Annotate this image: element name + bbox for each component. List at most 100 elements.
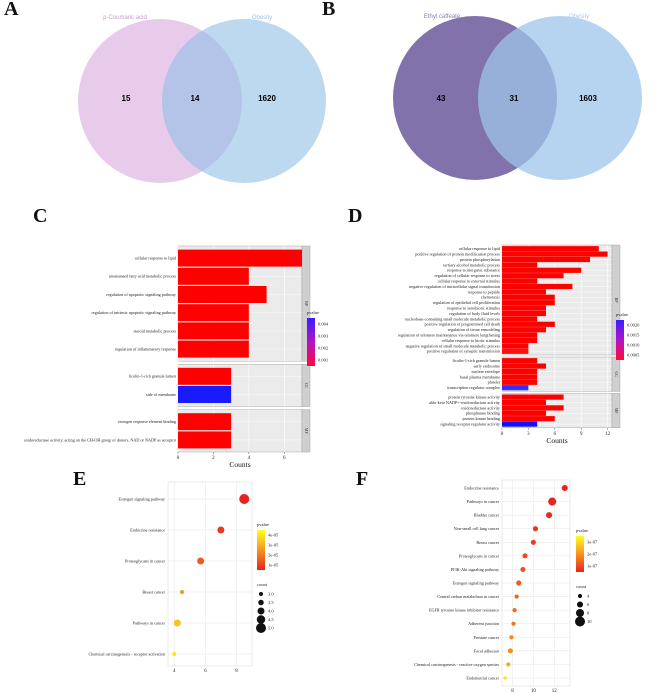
legend-tick-label: 4e-05 — [268, 533, 279, 538]
x-axis-title: Counts — [229, 460, 250, 469]
venn-right-label: Obesity — [252, 15, 272, 21]
bar — [502, 410, 546, 416]
size-legend-dot — [259, 592, 263, 596]
bar — [502, 251, 608, 257]
term-label: response to inorganic substance — [447, 268, 500, 273]
size-legend-dot — [575, 616, 585, 627]
venn-left-count: 15 — [122, 94, 131, 103]
facet-strip-label: MF — [614, 408, 619, 415]
term-label: PI3K-Akt signaling pathway — [451, 567, 500, 572]
term-label: ficolin-1-rich granule lumen — [453, 358, 501, 363]
size-legend-title: count — [576, 584, 587, 589]
term-label: tertiary alcohol metabolic process — [443, 262, 500, 267]
term-label: Pathways in cancer — [467, 499, 500, 504]
term-label: cellular response to biotic stimulus — [442, 338, 501, 343]
panel-label-f: F — [356, 468, 369, 490]
term-label: oxidoreductase activity, acting on the C… — [24, 437, 177, 443]
term-label: Proteoglycans in cancer — [125, 559, 166, 564]
dot-point — [530, 539, 536, 545]
bar — [502, 289, 546, 295]
bar — [502, 337, 538, 344]
term-label: phosphatase binding — [466, 411, 501, 416]
bar — [502, 327, 546, 333]
term-label: regulation of inflammatory response — [115, 347, 176, 352]
x-tick-label: 6 — [283, 456, 286, 461]
term-label: cellular response to lipid — [135, 256, 177, 261]
panel-label-a: A — [4, 0, 19, 20]
legend-title: pvalue — [257, 522, 269, 527]
dot-point — [180, 590, 184, 594]
bar — [178, 286, 267, 303]
term-label: oxidoreductase activity — [461, 405, 501, 410]
bar — [502, 405, 564, 411]
term-label: Proteoglycans in cancer — [459, 553, 500, 558]
venn-right-circle — [478, 16, 642, 180]
term-label: Chemical carcinogenesis - reactive oxyge… — [414, 662, 499, 667]
dot-point — [514, 594, 519, 599]
term-label: basal plasma membrane — [460, 374, 500, 379]
legend-tick-label: 0.0020 — [627, 323, 640, 328]
x-tick-label: 6 — [554, 432, 557, 437]
term-label: cellular response to external stimulus — [438, 279, 501, 284]
facet-strip — [301, 245, 311, 362]
x-tick-label: 10 — [531, 689, 537, 693]
legend-tick-label: 1e-05 — [268, 563, 279, 568]
bar — [502, 374, 538, 380]
term-label: Prostate cancer — [474, 635, 500, 640]
dot-point — [516, 580, 522, 586]
term-label: steroid metabolic process — [133, 328, 176, 333]
bar — [502, 267, 582, 273]
size-legend-label: 8 — [587, 611, 590, 616]
bar — [502, 385, 529, 391]
term-label: negative regulation of small molecule me… — [406, 343, 501, 348]
facet-strip — [301, 409, 311, 453]
term-label: cellular response to lipid — [459, 246, 501, 251]
bar — [178, 431, 232, 449]
term-label: Estrogen signaling pathway — [118, 497, 165, 502]
term-label: ficolin-1-rich granule lumen — [129, 374, 177, 379]
bar — [502, 348, 529, 354]
facet-strip-label: BP — [304, 301, 309, 307]
x-tick-label: 6 — [204, 669, 207, 674]
dot-point — [173, 619, 181, 627]
term-label: Breast cancer — [142, 590, 165, 595]
term-label: positive regulation of protein modificat… — [415, 252, 500, 257]
dot-point — [511, 621, 516, 626]
dot-point — [239, 494, 250, 504]
bar — [502, 310, 546, 317]
term-label: Central carbon metabolism in cancer — [437, 594, 499, 599]
legend-tick-label: 0.0015 — [627, 333, 640, 338]
term-label: Non-small cell lung cancer — [454, 526, 500, 531]
x-tick-label: 12 — [552, 689, 558, 693]
bar — [502, 305, 546, 311]
x-tick-label: 2 — [212, 456, 215, 461]
bar — [178, 413, 232, 431]
legend-tick-label: 1e-07 — [587, 564, 598, 569]
dot-point — [546, 512, 553, 519]
legend-tick-label: 0.001 — [318, 358, 328, 363]
term-label: protein phosphorylation — [460, 257, 501, 262]
bar — [502, 368, 538, 375]
venn-right-count: 1603 — [579, 94, 597, 103]
term-label: Endocrine resistance — [464, 486, 499, 491]
term-label: chemotaxis — [481, 295, 500, 300]
legend-title: pvalue — [576, 528, 588, 533]
term-label: EGFR tyrosine kinase inhibitor resistanc… — [429, 608, 499, 613]
panel-label-d: D — [348, 205, 363, 227]
x-tick-label: 3 — [527, 432, 530, 437]
term-label: negative regulation of intracellular sig… — [409, 284, 501, 289]
term-label: estrogen response element binding — [118, 419, 177, 424]
bar — [502, 246, 599, 252]
term-label: Breast cancer — [476, 540, 499, 545]
legend-tick-label: 3e-05 — [268, 543, 279, 548]
dot-point — [509, 635, 514, 640]
dot-point — [512, 608, 517, 613]
plot-panel — [167, 481, 253, 667]
dot-point — [522, 553, 528, 559]
facet-strip-label: CC — [304, 383, 309, 389]
dot-point — [506, 662, 511, 667]
x-tick-label: 8 — [235, 669, 238, 674]
x-tick-label: 0 — [177, 456, 180, 461]
